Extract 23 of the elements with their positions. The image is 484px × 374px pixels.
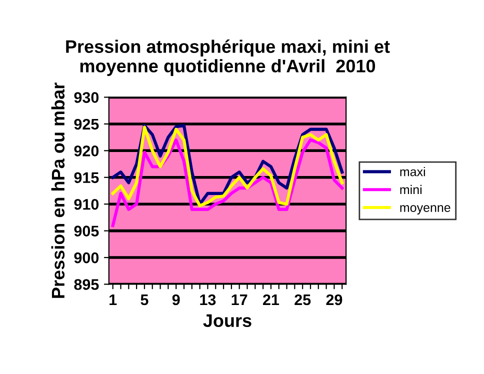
chart-title: Pression atmosphérique maxi, mini et moyenne quotidienne d'Avril 2010	[66, 40, 390, 76]
x-tick-label: 25	[294, 294, 311, 306]
x-tick-label: 21	[262, 294, 280, 306]
x-tick-label: 13	[200, 294, 216, 306]
y-tick-label: 905	[74, 226, 99, 236]
legend-label: moyenne	[400, 205, 450, 214]
x-tick-label: 5	[140, 294, 148, 306]
x-tick-label: 1	[110, 294, 117, 306]
y-tick-label: 900	[74, 252, 99, 264]
x-tick-label: 29	[326, 294, 342, 306]
legend-label: maxi	[400, 167, 425, 176]
y-tick-label: 895	[74, 279, 99, 290]
x-tick-label: 9	[172, 294, 180, 306]
y-tick-label: 915	[74, 172, 99, 184]
legend-label: mini	[400, 184, 422, 194]
y-tick-label: 930	[74, 92, 99, 103]
y-tick-label: 925	[74, 118, 99, 130]
y-axis-title: Pression en hPa ou mbar	[51, 82, 65, 298]
x-axis-title: Jours	[203, 314, 252, 328]
x-tick-label: 17	[232, 294, 248, 306]
y-tick-label: 920	[74, 146, 99, 156]
y-tick-label: 910	[74, 198, 99, 210]
line-series	[111, 138, 344, 227]
